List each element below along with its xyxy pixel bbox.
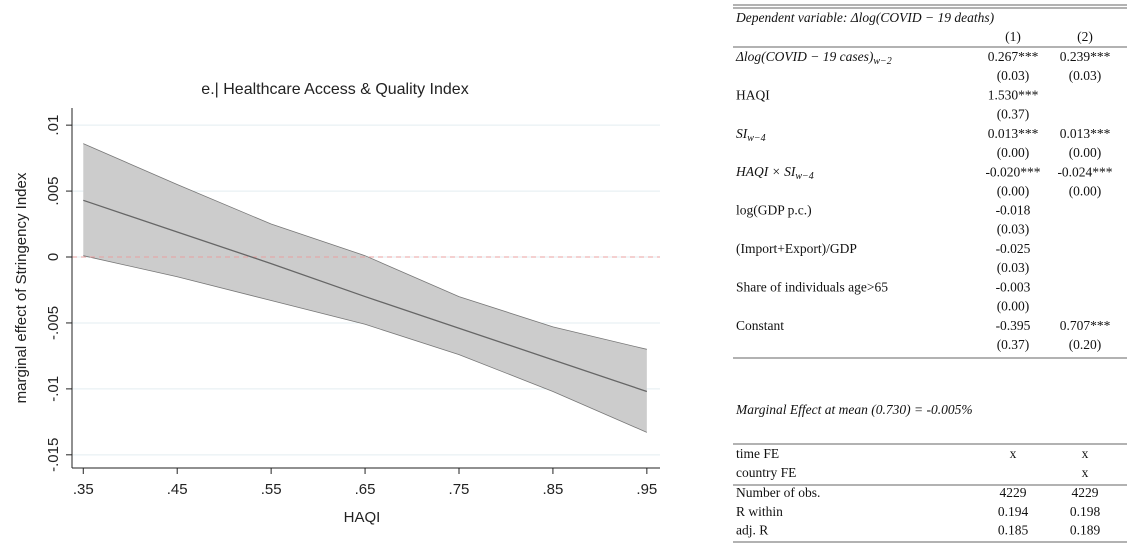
- y-tick-label: -.005: [45, 306, 62, 340]
- row-label: Constant: [736, 318, 784, 333]
- standard-error: (0.00): [997, 183, 1030, 198]
- table-note: Marginal Effect at mean (0.730) = -0.005…: [735, 402, 973, 417]
- standard-error: (0.00): [997, 298, 1030, 313]
- column-header: (2): [1077, 29, 1093, 44]
- row-label: adj. R: [736, 522, 768, 537]
- row-label: R within: [736, 504, 783, 519]
- cell: 4229: [1072, 485, 1099, 500]
- cell: 0.198: [1070, 504, 1101, 519]
- standard-error: (0.00): [1069, 183, 1102, 198]
- row-label: country FE: [736, 465, 796, 480]
- row-label: Share of individuals age>65: [736, 279, 888, 294]
- x-tick-label: .55: [261, 481, 282, 498]
- coefficient: -0.020***: [985, 164, 1040, 179]
- coefficient: 0.267***: [988, 49, 1039, 64]
- cell: 0.189: [1070, 522, 1101, 537]
- cell: x: [1082, 446, 1089, 461]
- row-label: Δlog(COVID − 19 cases)w−2: [735, 49, 892, 67]
- y-tick-label: .005: [45, 176, 62, 205]
- coefficient: -0.003: [996, 279, 1031, 294]
- standard-error: (0.03): [997, 68, 1030, 83]
- standard-error: (0.37): [997, 337, 1030, 352]
- x-tick-label: .95: [636, 481, 657, 498]
- coefficient: 0.239***: [1060, 49, 1111, 64]
- coefficient: -0.025: [996, 241, 1031, 256]
- coefficient: -0.395: [996, 318, 1031, 333]
- row-label-text: Δlog(COVID − 19 cases): [735, 49, 874, 64]
- standard-error: (0.03): [997, 260, 1030, 275]
- coefficient: 0.013***: [1060, 126, 1111, 141]
- standard-error: (0.03): [997, 222, 1030, 237]
- fitted-line: [83, 199, 648, 393]
- row-label-subscript: w−2: [873, 56, 891, 67]
- cell: 0.194: [998, 504, 1029, 519]
- standard-error: (0.00): [1069, 145, 1102, 160]
- row-label: (Import+Export)/GDP: [736, 241, 857, 256]
- y-tick-label: -.015: [45, 438, 62, 472]
- column-header: (1): [1005, 29, 1021, 44]
- row-label-text: HAQI: [736, 87, 770, 102]
- x-tick-label: .75: [449, 481, 470, 498]
- confidence-band: [83, 143, 647, 433]
- row-label: HAQI × SIw−4: [735, 164, 814, 182]
- coefficient: 0.013***: [988, 126, 1039, 141]
- cell: 4229: [1000, 485, 1027, 500]
- y-tick-label: .01: [45, 115, 62, 136]
- coefficient: -0.018: [996, 203, 1031, 218]
- row-label: HAQI: [736, 87, 770, 102]
- band-lower: [83, 255, 648, 433]
- cell: x: [1082, 465, 1089, 480]
- row-label-text: Constant: [736, 318, 784, 333]
- row-label-text: HAQI × SI: [735, 164, 797, 179]
- cell: 0.185: [998, 522, 1029, 537]
- row-label: Number of obs.: [736, 485, 820, 500]
- table-header: Dependent variable: Δlog(COVID − 19 deat…: [735, 10, 995, 25]
- row-label: log(GDP p.c.): [736, 203, 812, 218]
- y-tick-label: -.01: [45, 376, 62, 402]
- x-tick-label: .85: [542, 481, 563, 498]
- row-label-subscript: w−4: [795, 171, 813, 182]
- coefficient: 0.707***: [1060, 318, 1111, 333]
- x-axis-label: HAQI: [344, 509, 381, 526]
- standard-error: (0.03): [1069, 68, 1102, 83]
- y-tick-label: 0: [45, 253, 62, 261]
- row-label: SIw−4: [736, 126, 766, 144]
- x-tick-label: .45: [167, 481, 188, 498]
- coefficient: 1.530***: [988, 87, 1039, 102]
- row-label-text: Share of individuals age>65: [736, 279, 888, 294]
- row-label-text: log(GDP p.c.): [736, 203, 812, 218]
- band-upper: [83, 143, 647, 350]
- row-label: time FE: [736, 446, 779, 461]
- cell: x: [1010, 446, 1017, 461]
- standard-error: (0.20): [1069, 337, 1102, 352]
- coefficient: -0.024***: [1057, 164, 1112, 179]
- y-axis-label: marginal effect of Stringency Index: [13, 172, 30, 403]
- row-label-text: (Import+Export)/GDP: [736, 241, 857, 256]
- row-label-text: SI: [736, 126, 749, 141]
- x-tick-label: .35: [73, 481, 94, 498]
- chart-title: e.| Healthcare Access & Quality Index: [201, 81, 468, 98]
- row-label-subscript: w−4: [747, 133, 765, 144]
- x-tick-label: .65: [355, 481, 376, 498]
- standard-error: (0.00): [997, 145, 1030, 160]
- standard-error: (0.37): [997, 106, 1030, 121]
